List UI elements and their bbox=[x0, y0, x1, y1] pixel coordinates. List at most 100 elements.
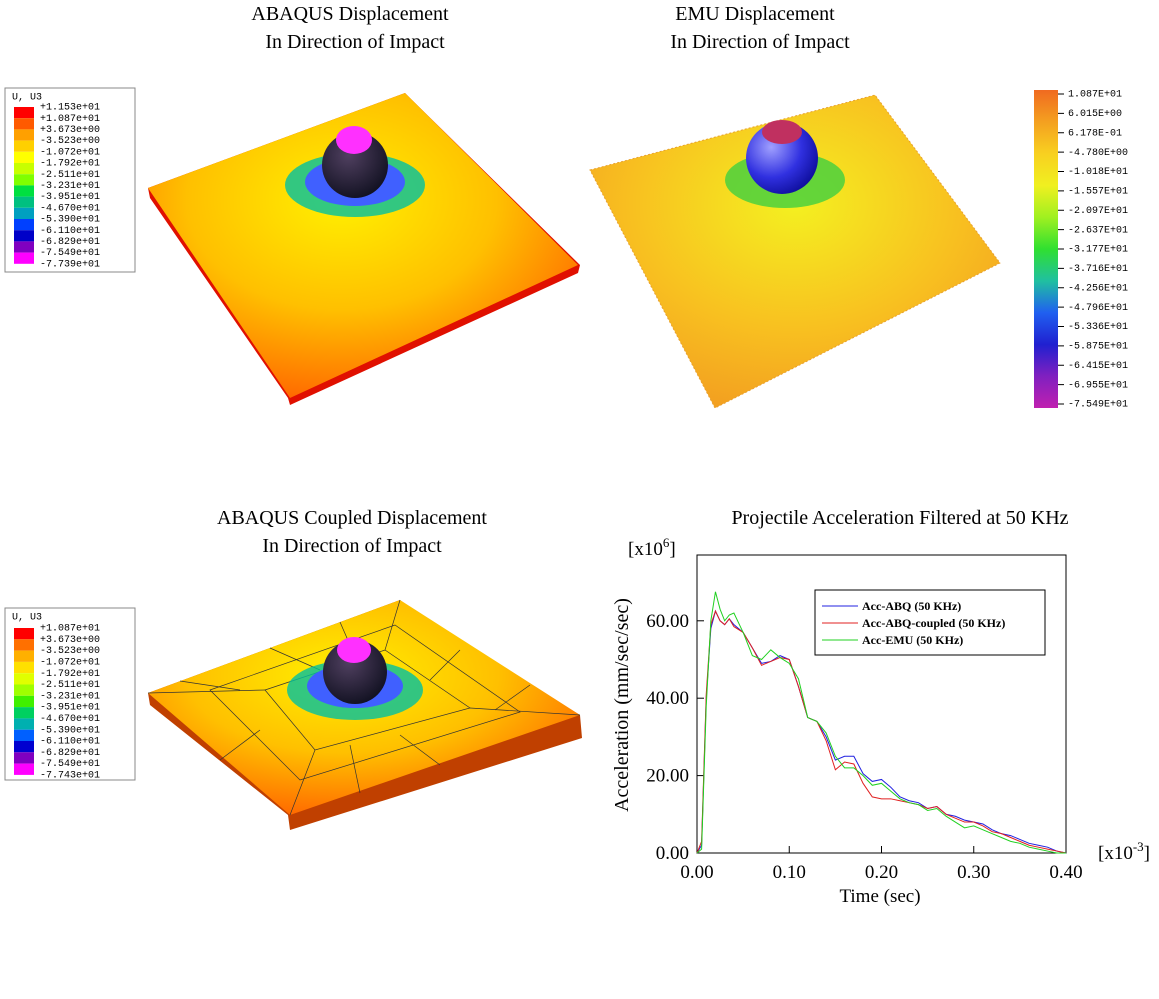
legend-swatch bbox=[14, 185, 34, 197]
plate-render bbox=[148, 93, 580, 405]
y-multiplier: [x106] bbox=[628, 535, 676, 560]
colorbar-label: -6.955E+01 bbox=[1068, 380, 1128, 391]
colorbar-label: -4.796E+01 bbox=[1068, 303, 1128, 314]
contour-legend: U, U3+1.087e+01+3.673e+00-3.523e+00-1.07… bbox=[12, 613, 100, 782]
legend-label: -7.549e+01 bbox=[40, 759, 100, 770]
colorbar-label: -4.780E+00 bbox=[1068, 148, 1128, 159]
legend-label: +3.673e+00 bbox=[40, 635, 100, 646]
legend-label: Acc-ABQ (50 KHz) bbox=[862, 599, 961, 613]
legend-swatch bbox=[14, 196, 34, 208]
legend-label: Acc-ABQ-coupled (50 KHz) bbox=[862, 616, 1005, 630]
x-tick-label: 0.30 bbox=[957, 862, 990, 883]
legend-label: +3.673e+00 bbox=[40, 125, 100, 136]
colorbar: 1.087E+01 6.015E+00 6.178E-01 -4.780E+00 -1.… bbox=[1034, 90, 1128, 411]
colorbar-label: -7.549E+01 bbox=[1068, 400, 1128, 411]
panel-title: In Direction of Impact bbox=[265, 31, 445, 53]
x-axis-label: Time (sec) bbox=[839, 886, 920, 907]
plate-render bbox=[589, 94, 1001, 409]
colorbar-label: -6.415E+01 bbox=[1068, 361, 1128, 372]
y-multiplier-suffix: ] bbox=[669, 539, 675, 560]
colorbar-label: -4.256E+01 bbox=[1068, 283, 1128, 294]
legend-label: -3.951e+01 bbox=[40, 703, 100, 714]
legend-label: -5.390e+01 bbox=[40, 215, 100, 226]
x-multiplier: [x10-3] bbox=[1098, 839, 1150, 864]
legend-header: U, U3 bbox=[12, 93, 42, 104]
legend-label: -3.523e+00 bbox=[40, 136, 100, 147]
panel-title: In Direction of Impact bbox=[262, 535, 442, 557]
legend-swatch bbox=[14, 741, 34, 753]
legend-swatch bbox=[14, 628, 34, 640]
legend-label: -1.792e+01 bbox=[40, 159, 100, 170]
legend-label: -1.072e+01 bbox=[40, 658, 100, 669]
legend-swatch bbox=[14, 752, 34, 764]
legend-label: -3.231e+01 bbox=[40, 181, 100, 192]
legend-label: -7.549e+01 bbox=[40, 248, 100, 259]
legend-label: -7.743e+01 bbox=[40, 771, 100, 782]
legend-label: -6.829e+01 bbox=[40, 237, 100, 248]
legend-label: +1.087e+01 bbox=[40, 114, 100, 125]
legend-swatch bbox=[14, 639, 34, 651]
contour-legend: U, U3+1.153e+01+1.087e+01+3.673e+00-3.52… bbox=[12, 93, 100, 271]
legend-swatch bbox=[14, 140, 34, 152]
legend-label: -6.829e+01 bbox=[40, 748, 100, 759]
legend-label: -4.670e+01 bbox=[40, 714, 100, 725]
y-axis-label: Acceleration (mm/sec/sec) bbox=[611, 598, 633, 812]
colorbar-label: -1.018E+01 bbox=[1068, 167, 1128, 178]
colorbar-label: -2.637E+01 bbox=[1068, 225, 1128, 236]
legend-label: -2.511e+01 bbox=[40, 680, 100, 691]
colorbar-bar bbox=[1034, 90, 1058, 408]
legend-label: -6.110e+01 bbox=[40, 226, 100, 237]
colorbar-label: -5.336E+01 bbox=[1068, 322, 1128, 333]
legend-header: U, U3 bbox=[12, 613, 42, 624]
panel-title: ABAQUS Coupled Displacement bbox=[217, 507, 487, 529]
x-tick-label: 0.20 bbox=[865, 862, 898, 883]
colorbar-label: 6.015E+00 bbox=[1068, 109, 1122, 120]
colorbar-label: 1.087E+01 bbox=[1068, 90, 1122, 101]
legend-swatch bbox=[14, 207, 34, 219]
y-tick-label: 60.00 bbox=[646, 611, 689, 632]
x-tick-label: 0.00 bbox=[680, 862, 713, 883]
legend-label: -1.792e+01 bbox=[40, 669, 100, 680]
legend-swatch bbox=[14, 219, 34, 231]
x-tick-label: 0.10 bbox=[773, 862, 806, 883]
panel-title: In Direction of Impact bbox=[670, 31, 850, 53]
colorbar-label: -1.557E+01 bbox=[1068, 187, 1128, 198]
legend-swatch bbox=[14, 673, 34, 685]
legend-swatch bbox=[14, 151, 34, 163]
y-multiplier-exp: 6 bbox=[663, 535, 670, 550]
colorbar-label: -3.716E+01 bbox=[1068, 264, 1128, 275]
panel-title: EMU Displacement bbox=[675, 3, 835, 25]
x-multiplier-exp: -3 bbox=[1133, 839, 1144, 854]
y-multiplier-prefix: [x10 bbox=[628, 539, 663, 560]
legend-swatch bbox=[14, 230, 34, 242]
x-multiplier-prefix: [x10 bbox=[1098, 843, 1133, 864]
x-multiplier-suffix: ] bbox=[1144, 843, 1150, 864]
plate-render bbox=[147, 599, 582, 830]
legend-swatch bbox=[14, 707, 34, 719]
legend-swatch bbox=[14, 129, 34, 141]
y-tick-label: 0.00 bbox=[656, 843, 689, 864]
legend-swatch bbox=[14, 252, 34, 264]
legend-label: +1.153e+01 bbox=[40, 103, 100, 114]
colorbar-label: -3.177E+01 bbox=[1068, 245, 1128, 256]
legend-swatch bbox=[14, 241, 34, 253]
legend-label: -3.523e+00 bbox=[40, 646, 100, 657]
y-tick-label: 40.00 bbox=[646, 688, 689, 709]
colorbar-label: -2.097E+01 bbox=[1068, 206, 1128, 217]
legend-swatch bbox=[14, 163, 34, 175]
legend-label: -3.231e+01 bbox=[40, 691, 100, 702]
legend-label: -2.511e+01 bbox=[40, 170, 100, 181]
legend-label: -5.390e+01 bbox=[40, 725, 100, 736]
legend-swatch bbox=[14, 718, 34, 730]
line-chart: 0.00 20.00 40.00 60.00 0.00 0.10 0.20 0.30 0.40 A… bbox=[646, 554, 1083, 883]
legend-label: +1.087e+01 bbox=[40, 624, 100, 635]
legend-label: Acc-EMU (50 KHz) bbox=[862, 633, 963, 647]
legend-label: -7.739e+01 bbox=[40, 259, 100, 270]
panel-title: ABAQUS Displacement bbox=[251, 3, 449, 25]
chart-title: Projectile Acceleration Filtered at 50 K… bbox=[731, 507, 1068, 529]
legend-swatch bbox=[14, 729, 34, 741]
legend-swatch bbox=[14, 763, 34, 775]
legend-swatch bbox=[14, 174, 34, 186]
data-line bbox=[696, 591, 1066, 854]
legend-swatch bbox=[14, 684, 34, 696]
